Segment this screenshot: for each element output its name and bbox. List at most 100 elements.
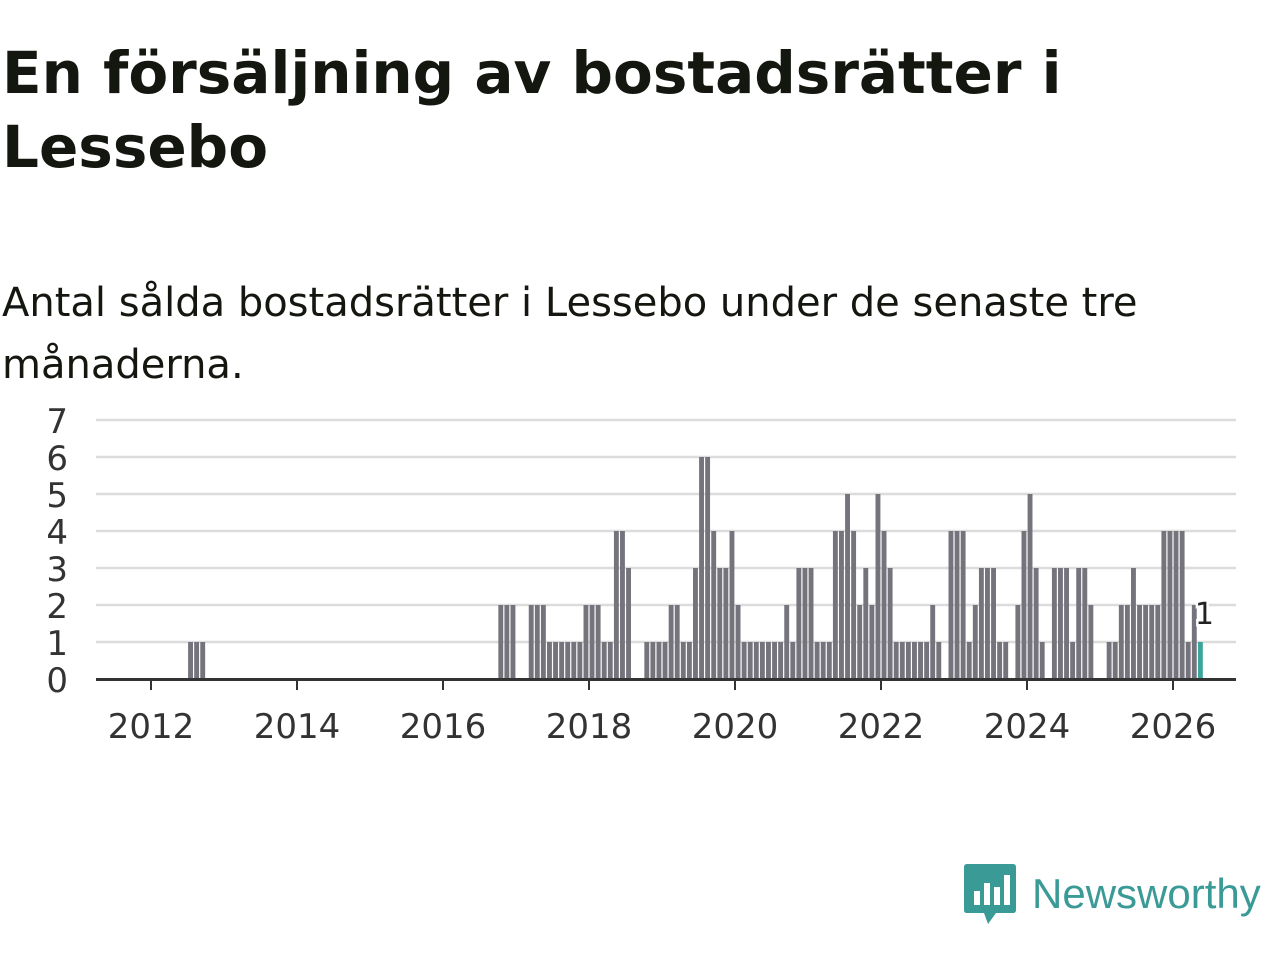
x-tick-label: 2022 (838, 707, 925, 746)
x-tick-label: 2026 (1130, 707, 1217, 746)
x-tick-label: 2016 (400, 707, 487, 746)
bar (705, 457, 711, 679)
bar (772, 642, 777, 679)
bar (571, 642, 577, 679)
bar (589, 605, 595, 679)
chart-subtitle: Antal sålda bostadsrätter i Lessebo unde… (2, 280, 1138, 388)
bar (802, 568, 808, 679)
bar (1137, 605, 1142, 679)
bar (808, 568, 814, 679)
bar (1003, 642, 1009, 679)
bar (1082, 568, 1088, 679)
data-labels: 1 (1192, 595, 1216, 635)
bar (699, 457, 704, 679)
bar (839, 531, 844, 679)
bar (1124, 605, 1130, 679)
bar (857, 605, 863, 679)
bar (814, 642, 820, 679)
bar (547, 642, 552, 679)
y-tick-label: 1 (46, 624, 68, 664)
bar (766, 642, 771, 679)
y-tick-label: 3 (46, 550, 68, 590)
highlight-bar (1197, 642, 1203, 679)
bar (1191, 605, 1197, 679)
bar (607, 642, 613, 679)
bar (1143, 605, 1149, 679)
bar (912, 642, 917, 679)
bar (960, 531, 966, 679)
bar (997, 642, 1003, 679)
bar (905, 642, 911, 679)
bar (845, 494, 850, 679)
bar (753, 642, 759, 679)
bar (1027, 494, 1033, 679)
x-tick-label: 2020 (692, 707, 779, 746)
x-tick-label: 2014 (254, 707, 341, 746)
bar (991, 568, 996, 679)
bar (194, 642, 200, 679)
bar (680, 642, 686, 679)
bar (790, 642, 796, 679)
bar (899, 642, 905, 679)
bar (674, 605, 680, 679)
x-axis-ticks: 2012 2014 2016 2018 2020 2022 2024 2026 (108, 679, 1217, 746)
chart-title: En försäljning av bostadsrätter i Lesseb… (2, 39, 1062, 181)
bar (741, 642, 747, 679)
y-tick-label: 5 (46, 476, 68, 516)
bar (1179, 531, 1185, 679)
bar (1051, 568, 1057, 679)
bar (972, 605, 978, 679)
bar (1185, 642, 1191, 679)
bar (875, 494, 881, 679)
bar (966, 642, 972, 679)
bar (826, 642, 832, 679)
bar (778, 642, 784, 679)
bar (887, 568, 893, 679)
bar (918, 642, 923, 679)
bar (613, 531, 619, 679)
bar (784, 605, 790, 679)
bar (1088, 605, 1094, 679)
bar (924, 642, 930, 679)
bar (528, 605, 534, 679)
x-tick-label: 2018 (546, 707, 633, 746)
bar (1167, 531, 1173, 679)
bar (881, 531, 887, 679)
newsworthy-logo-icon (964, 864, 1016, 924)
bar (686, 642, 692, 679)
bar (656, 642, 662, 679)
bar (1039, 642, 1045, 679)
bar (559, 642, 565, 679)
y-tick-label: 7 (46, 402, 68, 442)
bar (759, 642, 765, 679)
bar (1058, 568, 1063, 679)
bar (820, 642, 826, 679)
bar (869, 605, 875, 679)
bar (662, 642, 668, 679)
bar (583, 605, 589, 679)
y-tick-label: 6 (46, 439, 68, 479)
bar (595, 605, 601, 679)
y-tick-label: 0 (46, 661, 68, 701)
bar (1070, 642, 1076, 679)
x-tick-label: 2024 (984, 707, 1071, 746)
bar (504, 605, 510, 679)
bar (1076, 568, 1082, 679)
bar (985, 568, 990, 679)
bar (978, 568, 984, 679)
bar (1149, 605, 1155, 679)
bar (1106, 642, 1112, 679)
bar (188, 642, 193, 679)
bar (498, 605, 504, 679)
bar (936, 642, 942, 679)
bar (1161, 531, 1167, 679)
gridlines (96, 418, 1236, 644)
bar (1131, 568, 1136, 679)
bar (711, 531, 717, 679)
bar (1015, 605, 1021, 679)
bar (954, 531, 960, 679)
bar (747, 642, 753, 679)
bar (1155, 605, 1161, 679)
